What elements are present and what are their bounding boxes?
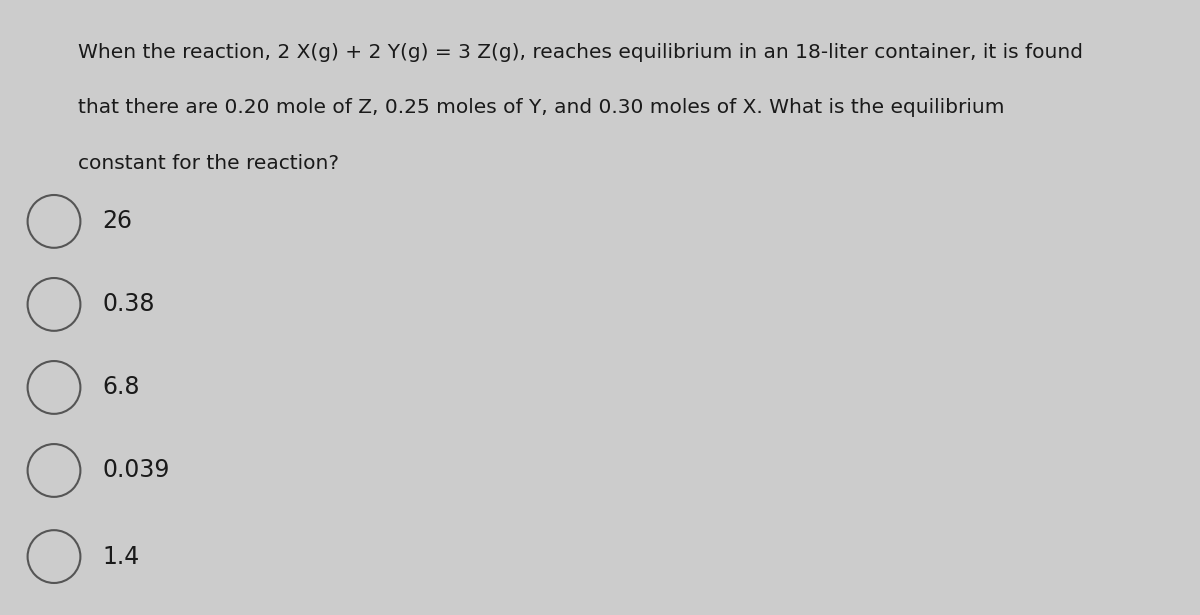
Text: 6.8: 6.8 xyxy=(102,375,139,400)
Text: 0.38: 0.38 xyxy=(102,292,155,317)
Text: 26: 26 xyxy=(102,209,132,234)
Text: 0.039: 0.039 xyxy=(102,458,169,483)
Text: 1.4: 1.4 xyxy=(102,544,139,569)
Text: constant for the reaction?: constant for the reaction? xyxy=(78,154,340,173)
Text: When the reaction, 2 X(g) + 2 Y(g) = 3 Z(g), reaches equilibrium in an 18-liter : When the reaction, 2 X(g) + 2 Y(g) = 3 Z… xyxy=(78,43,1084,62)
Text: that there are 0.20 mole of Z, 0.25 moles of Y, and 0.30 moles of X. What is the: that there are 0.20 mole of Z, 0.25 mole… xyxy=(78,98,1004,117)
